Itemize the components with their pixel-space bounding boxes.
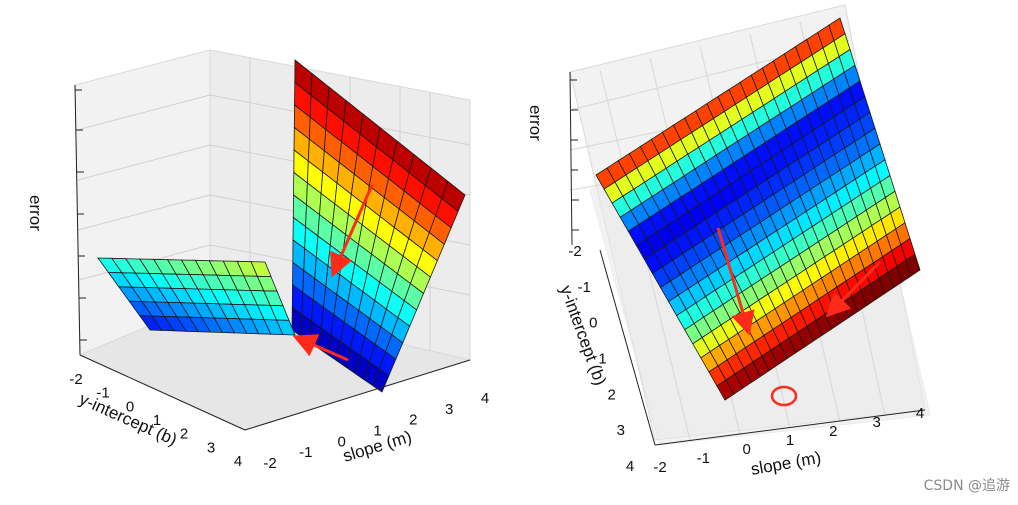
right-y-tick-label: 2 <box>608 386 616 403</box>
left-x-tick-label: 1 <box>373 423 381 440</box>
left-y-tick-label: 3 <box>207 439 215 456</box>
right-x-tick-label: -2 <box>653 459 666 476</box>
right-x-tick-label: 0 <box>743 441 751 458</box>
right-surface-facet <box>905 253 921 277</box>
right-arrow-valley <box>716 227 755 336</box>
left-y-tick-label: 1 <box>153 412 161 429</box>
left-bottom-axes <box>79 354 471 431</box>
watermark: CSDN @追游 <box>923 478 1010 494</box>
right-y-tick-label: 3 <box>617 422 625 439</box>
right-z-label: error <box>526 105 545 141</box>
left-y-tick-label: 4 <box>234 453 242 470</box>
left-x-tick-label: -2 <box>263 455 276 472</box>
left-x-tick-label: -1 <box>299 444 312 461</box>
right-x-label: slope (m) <box>749 448 822 479</box>
right-y-label: y-intercept (b) <box>556 283 610 388</box>
left-x-tick-label: 0 <box>338 433 346 450</box>
left-y-tick-label: -1 <box>96 385 109 402</box>
right-minimum-marker <box>770 385 798 407</box>
left-x-tick-label: 4 <box>481 390 489 407</box>
left-y-ticks: -2 -1 0 1 2 3 4 <box>69 371 242 470</box>
right-x-tick-label: 4 <box>916 405 924 422</box>
right-arrow-wall <box>825 260 882 318</box>
left-y-tick-label: 0 <box>126 398 134 415</box>
right-x-tick-label: 1 <box>786 432 794 449</box>
left-surface-valley <box>97 257 296 336</box>
right-y-tick-label: -2 <box>568 243 581 260</box>
left-z-axis <box>74 84 87 356</box>
right-y-tick-label: 1 <box>598 351 606 368</box>
left-z-label: error <box>26 195 45 231</box>
right-surface <box>595 17 921 401</box>
left-x-ticks: 4 3 2 1 0 -1 -2 <box>263 390 489 472</box>
left-wall-facet <box>372 368 390 393</box>
left-x-tick-label: 2 <box>409 412 417 429</box>
right-y-tick-label: 0 <box>589 315 597 332</box>
right-x-tick-label: 2 <box>829 423 837 440</box>
left-y-tick-label: 2 <box>180 426 188 443</box>
right-x-tick-label: -1 <box>697 450 710 467</box>
right-y-tick-label: 4 <box>626 458 634 475</box>
right-chart: error -2 -1 0 1 2 3 4 4 3 2 1 0 -1 -2 y-intercept (b… <box>526 4 931 479</box>
left-y-tick-label: -2 <box>69 371 82 388</box>
left-x-tick-label: 3 <box>445 401 453 418</box>
right-bottom-axes <box>599 249 926 446</box>
right-y-tick-label: -1 <box>578 279 591 296</box>
left-arrow-valley <box>292 334 349 362</box>
right-z-axis <box>569 71 579 246</box>
right-x-ticks: 4 3 2 1 0 -1 -2 <box>653 405 924 476</box>
right-x-tick-label: 3 <box>873 414 881 431</box>
right-y-ticks: -2 -1 0 1 2 3 4 <box>568 243 634 475</box>
left-surface-wall <box>291 59 466 393</box>
left-arrow-wall <box>330 184 374 278</box>
